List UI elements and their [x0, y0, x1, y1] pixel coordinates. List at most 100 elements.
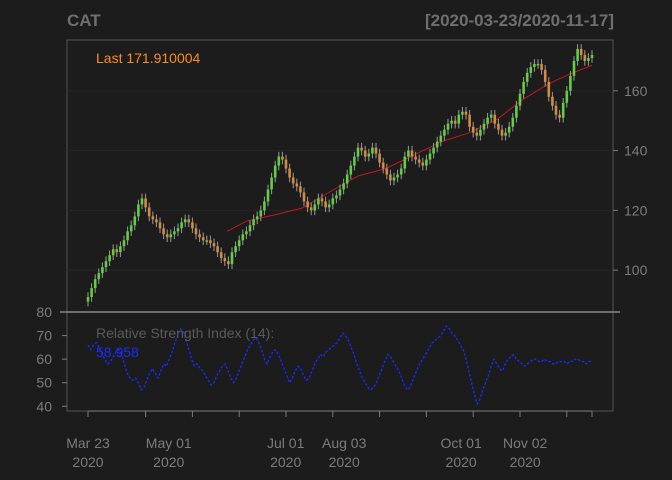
candle-body — [551, 96, 554, 106]
candle-body — [507, 126, 511, 133]
candle-body — [475, 132, 479, 136]
candle-body — [151, 216, 155, 220]
price-tick-label: 140 — [624, 143, 648, 159]
candle-body — [133, 216, 137, 226]
candle-body — [342, 183, 345, 190]
candle-body — [183, 219, 187, 223]
price-tick-label: 120 — [624, 202, 648, 218]
candle-body — [245, 231, 248, 235]
candle-body — [173, 231, 176, 235]
candle-body — [191, 222, 194, 229]
x-tick-label: May 01 — [146, 435, 192, 451]
candle-body — [259, 210, 263, 217]
candle-body — [428, 153, 432, 160]
candle-body — [309, 207, 313, 211]
candle-body — [533, 63, 536, 67]
candle-body — [497, 123, 500, 130]
candle-body — [396, 174, 399, 178]
candle-body — [331, 198, 335, 205]
candle-body — [263, 201, 266, 211]
candle-body — [169, 234, 173, 238]
candle-body — [493, 114, 497, 124]
candle-body — [561, 102, 565, 118]
candle-body — [198, 234, 201, 238]
candle-body — [356, 147, 360, 157]
candle-body — [266, 189, 270, 202]
candle-body — [576, 48, 579, 61]
candle-body — [417, 159, 421, 163]
x-tick-year: 2020 — [153, 454, 184, 470]
candle-body — [554, 105, 558, 115]
candle-body — [291, 177, 295, 184]
candle-body — [119, 246, 122, 253]
candle-body — [237, 240, 241, 247]
candle-body — [389, 174, 392, 181]
candle-body — [104, 261, 108, 268]
candle-body — [255, 216, 259, 220]
candle-body — [335, 195, 338, 199]
candle-body — [536, 63, 540, 66]
candle-body — [302, 192, 306, 202]
candle-body — [371, 147, 374, 154]
candle-body — [234, 246, 237, 253]
candle-body — [374, 147, 378, 154]
candle-body — [273, 165, 277, 178]
candle-body — [529, 66, 533, 73]
candle-body — [410, 150, 414, 157]
candle-body — [565, 90, 569, 103]
candle-body — [241, 234, 245, 241]
x-tick-label: Mar 23 — [66, 435, 110, 451]
candle-body — [313, 204, 317, 211]
candle-body — [338, 189, 342, 196]
chart-title: CAT — [67, 11, 101, 30]
candle-body — [583, 54, 587, 61]
candle-body — [270, 177, 273, 190]
candle-body — [421, 162, 425, 166]
candle-body — [126, 231, 129, 241]
rsi-tick-label: 70 — [36, 328, 52, 344]
candle-body — [399, 168, 403, 175]
candle-body — [435, 141, 439, 148]
candle-body — [227, 261, 230, 265]
candle-body — [216, 246, 219, 253]
candle-body — [209, 240, 212, 244]
rsi-value: 58.958 — [96, 344, 139, 360]
candle-body — [414, 156, 417, 160]
candle-body — [327, 204, 331, 208]
candle-body — [392, 177, 396, 181]
candle-body — [381, 162, 385, 169]
candle-body — [457, 114, 461, 124]
candle-body — [367, 153, 371, 157]
candle-body — [572, 60, 576, 76]
candle-body — [320, 198, 324, 202]
x-tick-label: Aug 03 — [322, 435, 367, 451]
x-tick-label: Oct 01 — [441, 435, 482, 451]
candle-body — [385, 168, 389, 175]
candle-body — [353, 156, 356, 166]
candle-body — [165, 234, 169, 238]
x-tick-label: Jul 01 — [267, 435, 305, 451]
candle-body — [205, 240, 209, 242]
x-tick-year: 2020 — [510, 454, 541, 470]
candle-body — [547, 81, 551, 97]
candle-body — [500, 129, 504, 136]
candle-body — [223, 258, 227, 262]
candle-body — [450, 120, 453, 124]
x-tick-year: 2020 — [446, 454, 477, 470]
candle-layer — [86, 44, 594, 307]
candle-body — [137, 204, 140, 217]
price-tick-label: 100 — [624, 262, 648, 278]
rsi-tick-label: 60 — [36, 351, 52, 367]
candle-body — [464, 111, 468, 115]
candle-body — [144, 198, 147, 208]
candle-body — [111, 249, 115, 256]
rsi-layer — [87, 325, 592, 406]
candle-body — [432, 147, 435, 154]
last-price-label: Last 171.910004 — [96, 50, 201, 66]
candle-body — [306, 201, 309, 208]
candle-body — [425, 159, 428, 166]
candle-body — [252, 219, 255, 226]
candle-body — [511, 117, 515, 127]
